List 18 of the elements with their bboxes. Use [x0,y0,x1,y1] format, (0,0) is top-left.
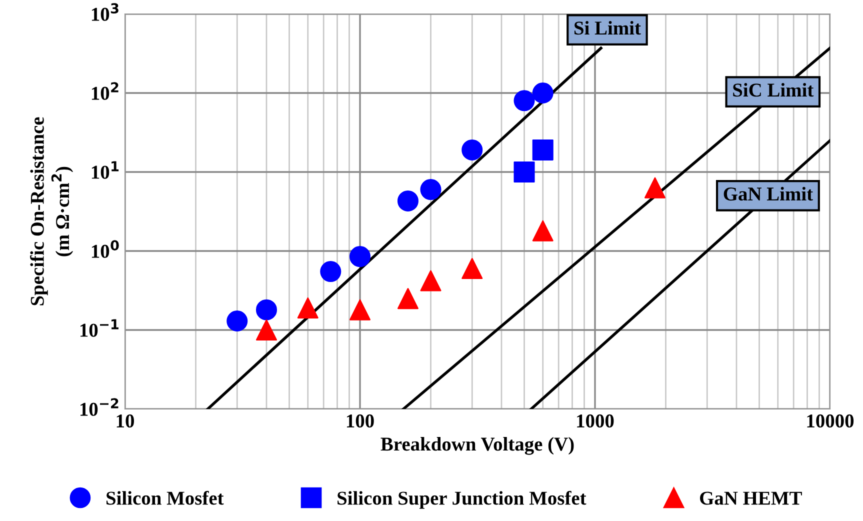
x-tick-label: 100 [346,414,374,428]
y-tick-label: 10$^{1}$ [92,161,119,179]
x-tick-label: 1000 [577,414,614,428]
x-tick-label: 10 [116,414,134,428]
y-tick-label: 10$^{3}$ [92,3,118,21]
series-label: SiC Limit [733,83,814,97]
legend-label: Silicon Mosfet [106,490,224,505]
series-label: GaN Limit [724,186,813,201]
y-axis-title: Specific On-Resistance (m Ω·cm$^{2}$) [30,117,74,306]
y-tick-label: 10$^{−1}$ [80,319,118,337]
legend-label: GaN HEMT [700,492,802,505]
y-tick-label: 10$^{2}$ [92,82,118,100]
y-tick-label: 10$^{−2}$ [80,398,118,416]
legend-label: Silicon Super Junction Mosfet [338,490,586,509]
x-tick-label: 10000 [807,414,854,428]
series-label: Si Limit [574,20,641,35]
x-axis-title: Breakdown Voltage (V) [380,437,574,455]
y-tick-label: 10$^{0}$ [92,240,119,258]
